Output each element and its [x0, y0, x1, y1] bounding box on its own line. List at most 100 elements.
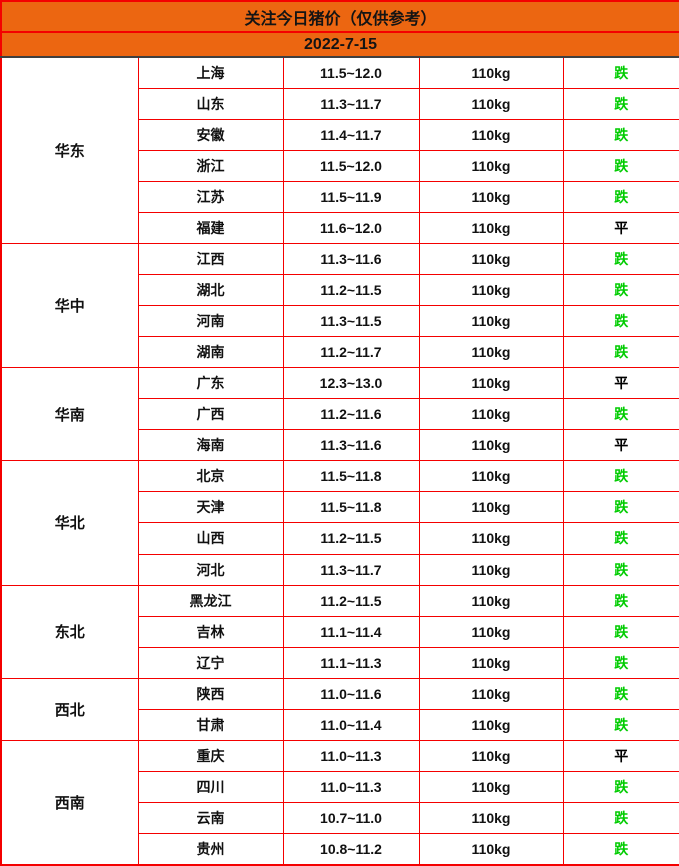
trend-cell: 跌 — [562, 615, 679, 648]
price-range-cell: 11.3~11.6 — [282, 429, 420, 462]
table-row: 华北 北京 11.5~11.8 110kg 跌 — [0, 460, 679, 586]
weight-cell: 110kg — [418, 336, 564, 369]
table-row: 吉林 11.1~11.4 110kg 跌 — [1, 615, 679, 648]
province-cell: 四川 — [137, 770, 284, 804]
price-table-body: 华东 上海 11.5~12.0 110kg 跌山东 11.3~11.7 110kg 跌安徽 11… — [0, 56, 679, 866]
weight-cell: 110kg — [418, 56, 564, 89]
table-row: 四川 11.0~11.3 110kg 跌 — [1, 770, 679, 804]
price-range-cell: 11.5~11.9 — [282, 180, 420, 213]
trend-cell: 跌 — [562, 87, 679, 120]
weight-cell: 110kg — [418, 833, 564, 866]
region-cell: 西北 — [0, 677, 139, 741]
price-range-cell: 11.2~11.7 — [282, 336, 420, 369]
province-cell: 天津 — [137, 491, 284, 524]
table-row: 河南 11.3~11.5 110kg 跌 — [1, 304, 679, 338]
trend-cell: 平 — [562, 367, 679, 400]
weight-cell: 110kg — [418, 304, 564, 338]
table-row: 西北 陕西 11.0~11.6 110kg 跌 — [0, 677, 679, 741]
weight-cell: 110kg — [418, 553, 564, 586]
trend-cell: 跌 — [562, 180, 679, 213]
weight-cell: 110kg — [418, 584, 564, 617]
trend-cell: 跌 — [562, 398, 679, 431]
price-range-cell: 11.3~11.7 — [282, 87, 420, 120]
trend-cell: 跌 — [562, 273, 679, 307]
province-cell: 河南 — [137, 304, 284, 338]
table-row: 河北 11.3~11.7 110kg 跌 — [1, 553, 679, 586]
province-cell: 云南 — [137, 801, 284, 835]
table-row: 辽宁 11.1~11.3 110kg 跌 — [1, 646, 679, 679]
price-range-cell: 11.3~11.6 — [282, 242, 420, 275]
trend-cell: 跌 — [562, 770, 679, 804]
weight-cell: 110kg — [418, 429, 564, 462]
trend-cell: 跌 — [562, 708, 679, 741]
trend-cell: 跌 — [562, 118, 679, 151]
page-title: 关注今日猪价（仅供参考） — [0, 0, 679, 33]
price-range-cell: 11.3~11.5 — [282, 304, 420, 338]
weight-cell: 110kg — [418, 87, 564, 120]
region-cell: 华东 — [0, 56, 139, 244]
weight-cell: 110kg — [418, 273, 564, 307]
weight-cell: 110kg — [418, 118, 564, 151]
title-row: 关注今日猪价（仅供参考） — [0, 0, 679, 33]
trend-cell: 平 — [562, 739, 679, 772]
table-row: 贵州 10.8~11.2 110kg 跌 — [1, 833, 679, 866]
region-cell: 东北 — [0, 584, 139, 679]
weight-cell: 110kg — [418, 398, 564, 431]
trend-cell: 平 — [562, 211, 679, 244]
price-range-cell: 11.1~11.3 — [282, 646, 420, 679]
weight-cell: 110kg — [418, 491, 564, 524]
weight-cell: 110kg — [418, 646, 564, 679]
table-row: 华南 广东 12.3~13.0 110kg 平 — [0, 367, 679, 462]
trend-cell: 跌 — [562, 242, 679, 275]
province-cell: 上海 — [137, 56, 284, 89]
province-cell: 安徽 — [137, 118, 284, 151]
table-row: 山西 11.2~11.5 110kg 跌 — [1, 522, 679, 555]
province-cell: 山东 — [137, 87, 284, 120]
weight-cell: 110kg — [418, 242, 564, 275]
weight-cell: 110kg — [418, 708, 564, 741]
weight-cell: 110kg — [418, 677, 564, 710]
weight-cell: 110kg — [418, 149, 564, 182]
price-range-cell: 11.2~11.6 — [282, 398, 420, 431]
table-row: 山东 11.3~11.7 110kg 跌 — [1, 87, 679, 120]
province-cell: 重庆 — [137, 739, 284, 772]
table-row: 海南 11.3~11.6 110kg 平 — [1, 429, 679, 462]
trend-cell: 平 — [562, 429, 679, 462]
price-range-cell: 10.8~11.2 — [282, 833, 420, 866]
weight-cell: 110kg — [418, 801, 564, 835]
table-row: 广西 11.2~11.6 110kg 跌 — [1, 398, 679, 431]
province-cell: 甘肃 — [137, 708, 284, 741]
trend-cell: 跌 — [562, 149, 679, 182]
date-row: 2022-7-15 — [0, 31, 679, 58]
price-range-cell: 11.6~12.0 — [282, 211, 420, 244]
weight-cell: 110kg — [418, 615, 564, 648]
region-cell: 西南 — [0, 739, 139, 866]
province-cell: 黑龙江 — [137, 584, 284, 617]
region-cell: 华南 — [0, 367, 139, 462]
table-row: 东北 黑龙江 11.2~11.5 110kg 跌 — [0, 584, 679, 679]
table-row: 云南 10.7~11.0 110kg 跌 — [1, 801, 679, 835]
trend-cell: 跌 — [562, 584, 679, 617]
trend-cell: 跌 — [562, 460, 679, 493]
price-range-cell: 11.2~11.5 — [282, 522, 420, 555]
province-cell: 湖北 — [137, 273, 284, 307]
weight-cell: 110kg — [418, 770, 564, 804]
trend-cell: 跌 — [562, 553, 679, 586]
province-cell: 江苏 — [137, 180, 284, 213]
table-row: 福建 11.6~12.0 110kg 平 — [1, 211, 679, 244]
price-range-cell: 11.5~11.8 — [282, 460, 420, 493]
price-range-cell: 12.3~13.0 — [282, 367, 420, 400]
table-row: 西南 重庆 11.0~11.3 110kg 平 — [0, 739, 679, 866]
trend-cell: 跌 — [562, 304, 679, 338]
region-cell: 华北 — [0, 460, 139, 586]
province-cell: 山西 — [137, 522, 284, 555]
weight-cell: 110kg — [418, 522, 564, 555]
trend-cell: 跌 — [562, 491, 679, 524]
table-row: 江苏 11.5~11.9 110kg 跌 — [1, 180, 679, 213]
table-header: 关注今日猪价（仅供参考） 2022-7-15 — [0, 0, 679, 58]
date-label: 2022-7-15 — [0, 31, 679, 58]
weight-cell: 110kg — [418, 739, 564, 772]
province-cell: 广西 — [137, 398, 284, 431]
trend-cell: 跌 — [562, 833, 679, 866]
province-cell: 福建 — [137, 211, 284, 244]
